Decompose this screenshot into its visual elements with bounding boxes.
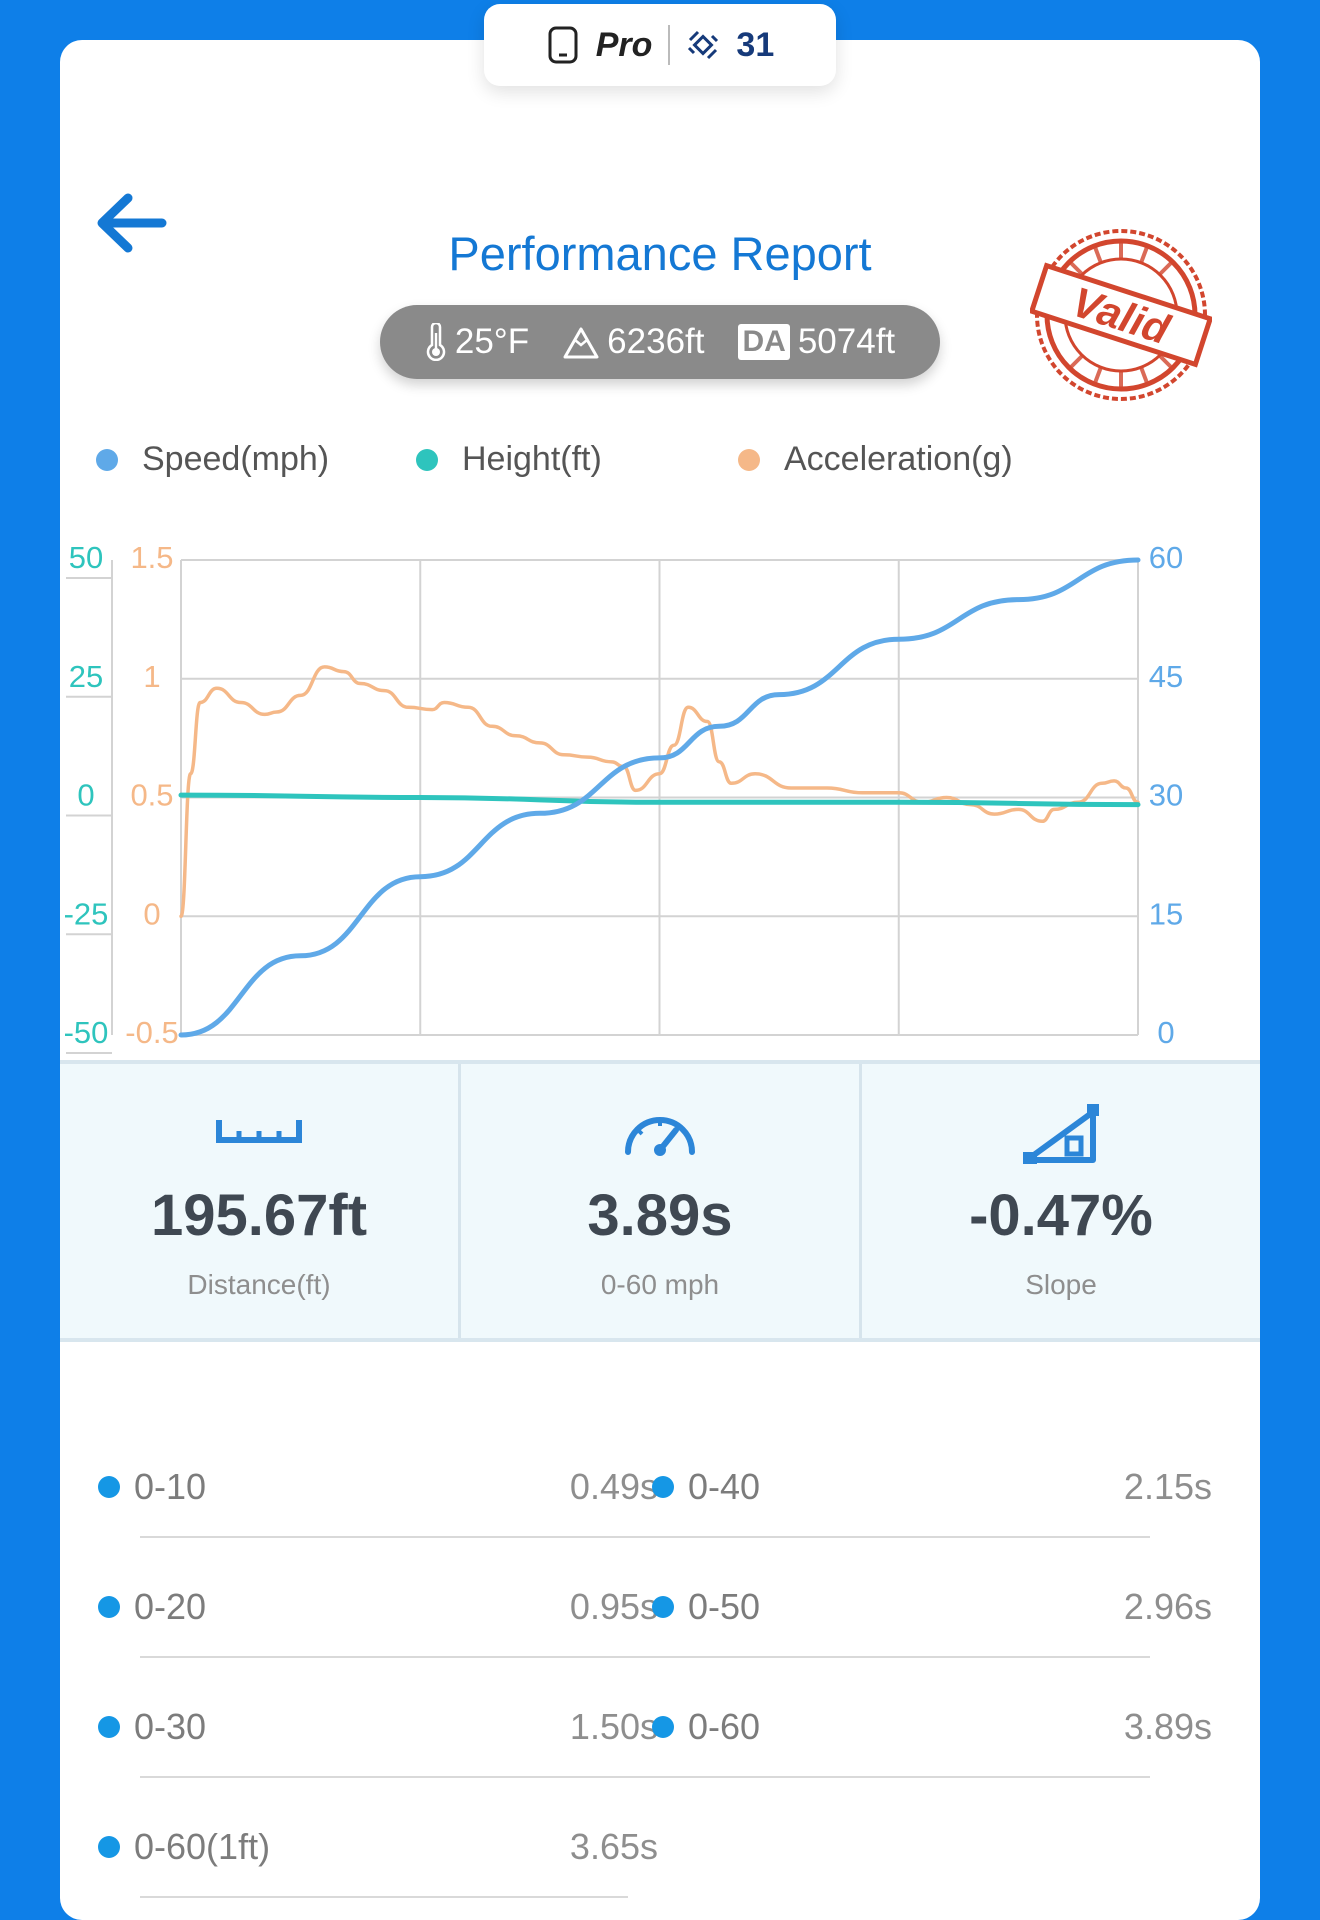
speed-tick-label: 30 xyxy=(1149,778,1183,813)
split-name: 0-30 xyxy=(134,1706,207,1747)
divider xyxy=(140,1776,1150,1778)
stats-panel: 195.67ft Distance(ft) 3.89s 0-60 mph -0.… xyxy=(60,1060,1260,1342)
legend-acceleration-label: Acceleration(g) xyxy=(784,440,1013,478)
legend-speed-dot xyxy=(96,448,118,471)
stat-distance: 195.67ft Distance(ft) xyxy=(60,1064,458,1338)
speed-line xyxy=(178,557,1141,1038)
satellite-count: 31 xyxy=(736,25,775,64)
split-time: 0.95s xyxy=(569,1586,658,1627)
pro-label: Pro xyxy=(595,25,653,64)
height-tick-label: -50 xyxy=(64,1015,109,1050)
legend-speed: Speed(mph) xyxy=(96,440,329,479)
list-item: 0-30 1.50s xyxy=(98,1706,658,1748)
slope-value: -0.47% xyxy=(969,1183,1153,1248)
temperature-item: 25°F xyxy=(425,322,529,362)
split-bullet xyxy=(98,1596,120,1618)
stat-slope: -0.47% Slope xyxy=(859,1064,1260,1338)
height-line xyxy=(178,792,1141,808)
height-tick-label: 25 xyxy=(69,659,103,694)
speedometer-icon xyxy=(625,1117,695,1156)
acceleration-tick-label: 0.5 xyxy=(130,778,173,813)
split-name: 0-60 xyxy=(688,1706,761,1747)
split-time: 3.65s xyxy=(569,1826,658,1867)
split-time: 1.50s xyxy=(569,1706,658,1747)
split-name: 0-10 xyxy=(134,1466,207,1507)
height-tick-label: 50 xyxy=(69,540,103,575)
split-name: 0-40 xyxy=(688,1466,761,1507)
split-bullet xyxy=(652,1716,674,1738)
density-altitude-value: 5074ft xyxy=(797,322,896,361)
thermometer-icon xyxy=(426,323,446,361)
legend-speed-label: Speed(mph) xyxy=(142,440,330,478)
performance-chart: 50 25 0 -25 -50 1.5 1 0.5 0 -0.5 60 45 30 15 0 xyxy=(64,540,1183,1054)
chart-legend: Speed(mph) Height(ft) Acceleration(g) xyxy=(60,440,1260,490)
legend-acceleration: Acceleration(g) xyxy=(738,440,1013,479)
speed-tick-label: 15 xyxy=(1149,896,1183,931)
divider xyxy=(140,1656,1150,1658)
legend-acceleration-dot xyxy=(738,448,760,471)
acceleration-line xyxy=(179,665,1140,919)
phone-icon xyxy=(548,26,578,64)
list-item: 0-60 3.89s xyxy=(652,1706,1212,1748)
split-bullet xyxy=(98,1476,120,1498)
split-time: 2.15s xyxy=(1123,1466,1212,1507)
speed-tick-label: 60 xyxy=(1149,540,1183,575)
list-item: 0-50 2.96s xyxy=(652,1586,1212,1628)
slope-label: Slope xyxy=(1025,1269,1097,1300)
list-item: 0-40 2.15s xyxy=(652,1466,1212,1508)
legend-height-label: Height(ft) xyxy=(462,440,602,478)
page-title: Performance Report xyxy=(448,227,872,280)
ruler-icon xyxy=(216,1120,302,1143)
altitude-item: 6236ft xyxy=(563,322,704,362)
conditions-bar: 25°F 6236ft DA 5074ft xyxy=(380,305,940,379)
split-bullet xyxy=(98,1836,120,1858)
split-bullet xyxy=(652,1476,674,1498)
list-item: 0-20 0.95s xyxy=(98,1586,658,1628)
badge-divider xyxy=(668,25,671,65)
split-name: 0-50 xyxy=(688,1586,761,1627)
acceleration-tick-label: -0.5 xyxy=(125,1015,178,1050)
satellite-icon xyxy=(688,30,719,60)
pro-badge[interactable]: Pro 31 xyxy=(484,4,836,86)
acceleration-tick-label: 1.5 xyxy=(130,540,173,575)
split-name: 0-20 xyxy=(134,1586,207,1627)
acceleration-tick-label: 1 xyxy=(143,659,160,694)
split-bullet xyxy=(98,1716,120,1738)
split-time: 3.89s xyxy=(1123,1706,1212,1747)
legend-height-dot xyxy=(416,448,438,471)
zero-to-sixty-label: 0-60 mph xyxy=(600,1269,720,1300)
valid-stamp: Valid xyxy=(1030,229,1212,401)
legend-height: Height(ft) xyxy=(416,440,602,479)
split-bullet xyxy=(652,1596,674,1618)
height-tick-label: -25 xyxy=(64,896,109,931)
back-arrow-icon[interactable] xyxy=(90,188,170,258)
split-name: 0-60(1ft) xyxy=(134,1826,271,1867)
density-altitude-item: DA 5074ft xyxy=(738,322,895,362)
stat-zero-to-sixty: 3.89s 0-60 mph xyxy=(458,1064,859,1338)
slope-icon xyxy=(1023,1104,1099,1164)
split-time: 2.96s xyxy=(1123,1586,1212,1627)
altitude-value: 6236ft xyxy=(607,322,705,361)
zero-to-sixty-value: 3.89s xyxy=(587,1183,733,1248)
acceleration-tick-label: 0 xyxy=(143,896,160,931)
da-badge: DA xyxy=(738,324,790,360)
mountain-icon xyxy=(563,327,599,359)
list-item: 0-60(1ft) 3.65s xyxy=(98,1826,658,1868)
temperature-value: 25°F xyxy=(454,322,530,361)
distance-value: 195.67ft xyxy=(150,1183,368,1248)
speed-tick-label: 0 xyxy=(1157,1015,1174,1050)
list-item: 0-10 0.49s xyxy=(98,1466,658,1508)
report-card: Performance Report 25°F 6236ft DA 5074ft xyxy=(60,40,1260,1920)
speed-tick-label: 45 xyxy=(1149,659,1183,694)
split-time: 0.49s xyxy=(569,1466,658,1507)
distance-label: Distance(ft) xyxy=(187,1269,331,1300)
height-tick-label: 0 xyxy=(77,778,94,813)
divider xyxy=(140,1896,628,1898)
divider xyxy=(140,1536,1150,1538)
